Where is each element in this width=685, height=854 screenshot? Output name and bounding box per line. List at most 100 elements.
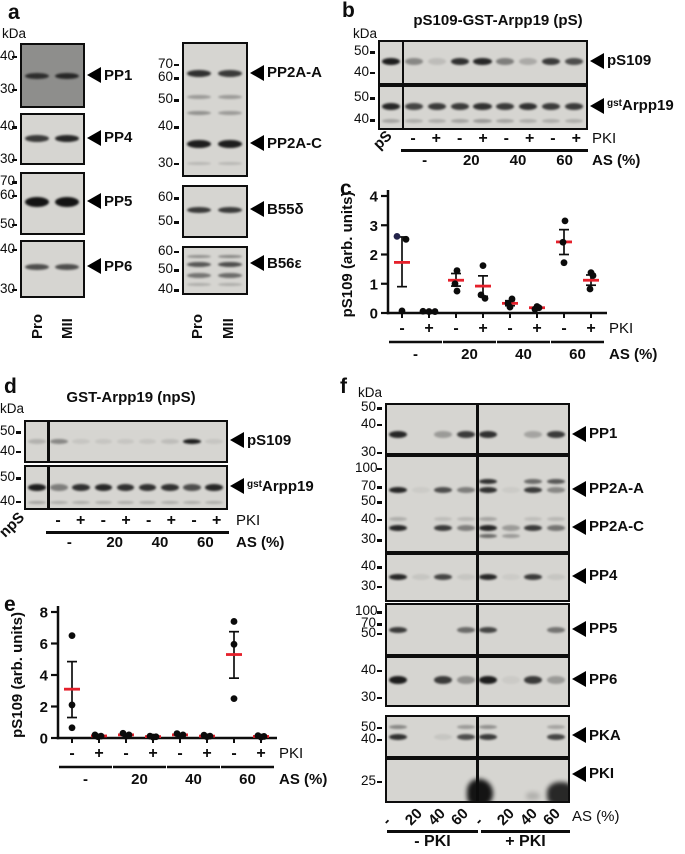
protein-band xyxy=(524,524,543,531)
pki-row-label: PKI xyxy=(592,130,617,147)
svg-text:+: + xyxy=(478,320,487,337)
protein-band xyxy=(411,486,430,493)
protein-band xyxy=(427,119,447,124)
svg-text:0: 0 xyxy=(40,731,48,748)
svg-text:+: + xyxy=(202,745,211,762)
band-label: PKI xyxy=(589,765,615,783)
marker-label: 30 xyxy=(360,443,376,459)
arrowhead-left-icon xyxy=(590,52,604,69)
as-group-line xyxy=(400,149,449,152)
protein-band xyxy=(25,264,49,271)
data-point xyxy=(149,733,157,741)
pki-symbol: + xyxy=(478,130,488,147)
svg-text:-: - xyxy=(83,771,88,788)
marker-label: 40 xyxy=(0,492,16,508)
band-label: PP2A-A xyxy=(589,480,645,498)
data-point xyxy=(203,733,211,741)
arrowhead-left-icon xyxy=(572,567,586,584)
protein-band xyxy=(28,483,46,491)
protein-band xyxy=(524,517,543,522)
marker-tick xyxy=(16,477,21,480)
protein-band xyxy=(546,676,565,685)
protein-band xyxy=(405,58,424,66)
svg-text:+: + xyxy=(586,320,595,337)
svg-text:AS (%): AS (%) xyxy=(609,346,657,363)
data-point xyxy=(560,259,568,267)
lane-divider xyxy=(401,87,405,128)
as-group-label: 60 xyxy=(197,534,214,551)
panel-label-b: b xyxy=(342,0,355,22)
svg-text:-: - xyxy=(123,745,128,762)
protein-band xyxy=(94,483,113,491)
protein-band xyxy=(50,438,68,444)
protein-band xyxy=(25,73,49,80)
svg-text:0: 0 xyxy=(370,306,378,323)
marker-label: 50 xyxy=(354,89,370,105)
svg-text:4: 4 xyxy=(370,189,379,206)
svg-text:-: - xyxy=(413,346,418,363)
blot-b55d-oocyte: 60 50 B55δ xyxy=(158,185,304,238)
marker-tick xyxy=(174,269,179,272)
protein-band xyxy=(55,73,79,80)
blot-title-d: GST-Arpp19 (npS) xyxy=(66,389,196,406)
marker-tick xyxy=(12,181,17,184)
protein-band xyxy=(389,626,408,633)
protein-band xyxy=(389,734,408,741)
blot-box xyxy=(182,42,248,177)
protein-band xyxy=(217,207,242,214)
protein-band xyxy=(546,626,565,633)
protein-band xyxy=(434,517,453,522)
band-label: PP6 xyxy=(589,670,618,688)
protein-band xyxy=(456,431,475,439)
lane-label: - xyxy=(471,813,487,829)
marker-tick xyxy=(12,223,17,227)
marker-tick xyxy=(377,669,382,673)
protein-band xyxy=(389,431,408,439)
lane-divider xyxy=(401,42,405,83)
protein-band xyxy=(116,438,135,444)
marker-label: 60 xyxy=(158,69,174,85)
lane-divider xyxy=(47,422,50,461)
protein-band xyxy=(518,119,538,124)
marker-label: 70 xyxy=(360,615,376,631)
band-arrow: PKI xyxy=(572,765,614,782)
protein-band xyxy=(205,501,223,505)
data-point xyxy=(419,307,427,315)
data-point xyxy=(68,724,76,732)
pki-symbol: + xyxy=(121,512,131,529)
pki-symbol: + xyxy=(212,512,222,529)
kda-label-b: kDa xyxy=(353,26,378,41)
band-arrow: PP6 xyxy=(572,671,617,688)
blot-box xyxy=(385,455,570,553)
marker-label: 40 xyxy=(158,281,174,297)
lane-divider xyxy=(476,605,479,654)
data-point xyxy=(508,295,516,303)
protein-band xyxy=(187,261,212,267)
data-point xyxy=(481,294,489,302)
protein-band xyxy=(434,573,453,580)
arrowhead-left-icon xyxy=(572,518,586,535)
blot-pp6-oocyte: 40 30 PP6 xyxy=(0,240,132,298)
protein-band xyxy=(182,501,201,505)
data-point xyxy=(589,272,597,279)
marker-label: 30 xyxy=(360,531,376,547)
marker-tick xyxy=(174,77,179,80)
protein-band xyxy=(546,734,565,741)
panel-label-a: a xyxy=(8,1,20,24)
marker-tick xyxy=(377,585,382,589)
marker-label: 50 xyxy=(0,423,16,439)
arrowhead-left-icon xyxy=(230,478,244,495)
marker-label: 30 xyxy=(360,688,376,704)
svg-text:60: 60 xyxy=(239,771,256,788)
marker-tick xyxy=(16,500,21,504)
blot-ps109-ps: 50 40 pS109 xyxy=(354,40,651,85)
pki-group-label: + PKI xyxy=(505,833,546,850)
as-group-label: - xyxy=(66,534,72,551)
marker-tick xyxy=(370,119,375,122)
svg-text:pS109 (arb. units): pS109 (arb. units) xyxy=(339,192,356,318)
protein-band xyxy=(205,483,223,491)
band-label: PP5 xyxy=(589,620,618,638)
blot-b56e-oocyte: 60 50 40 B56ε xyxy=(158,243,302,297)
marker-label: 40 xyxy=(354,63,370,79)
band-label: B56ε xyxy=(267,254,302,272)
